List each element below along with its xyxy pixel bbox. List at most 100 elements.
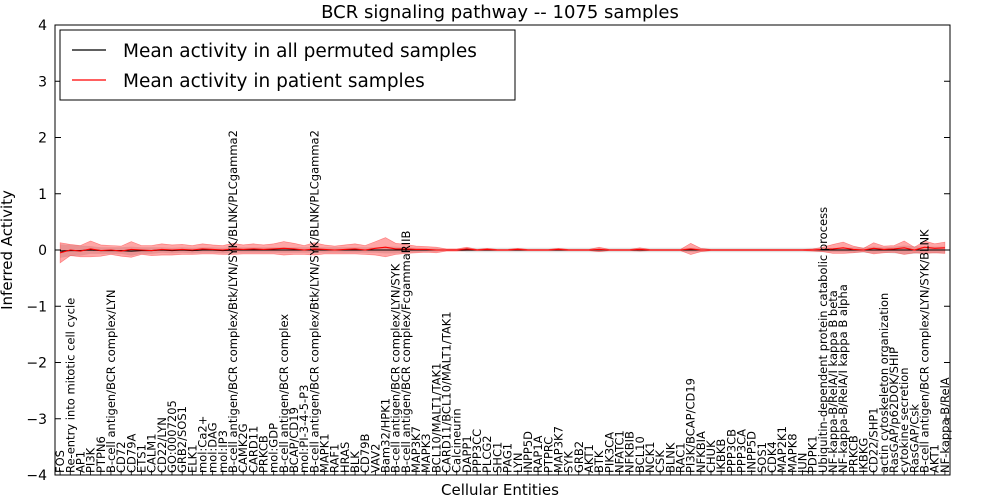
x-tick-label: CAMK2G <box>236 423 250 473</box>
x-tick-label: RAF1 <box>328 444 342 473</box>
x-tick-label: BCL10/MALT1/TAK1 <box>429 363 443 473</box>
x-tick-label: VAV2 <box>368 444 382 473</box>
x-tick-label: NFKBIA <box>694 431 708 473</box>
x-tick-label: mol:DAG <box>206 422 220 473</box>
chart-title: BCR signaling pathway -- 1075 samples <box>321 2 679 23</box>
x-tick-label: PPP3CB <box>724 429 738 473</box>
activity-lines <box>59 246 945 254</box>
x-tick-label: mol:IP3 <box>216 430 230 473</box>
x-tick-label: SHC1 <box>490 442 504 473</box>
x-tick-label: B-cell antigen/BCR complex/LYN/SYK <box>389 263 403 473</box>
x-tick-label: MAP2K1 <box>775 426 789 473</box>
legend-label-patient: Mean activity in patient samples <box>123 71 425 92</box>
x-tick-label: NFKBIB <box>623 431 637 473</box>
x-tick-label: RasGAP/p62DOK/SHIP <box>887 347 901 473</box>
legend: Mean activity in all permuted samples Me… <box>59 29 516 101</box>
x-tick-label: PLCG2 <box>480 435 494 473</box>
x-tick-label: CD22/LYN <box>155 417 169 473</box>
x-tick-label: RasGAP/Csk <box>907 404 921 473</box>
x-tick-label: mol:PI-3-4-5-P3 <box>297 385 311 473</box>
x-tick-label: JUN <box>796 453 810 474</box>
x-tick-label: CARD11/BCL10/MALT1/TAK1 <box>440 311 454 473</box>
y-tick-label: 0 <box>38 243 47 259</box>
y-tick-label: 1 <box>38 187 47 203</box>
x-tick-label: MAPK1 <box>318 433 332 473</box>
y-axis: −4 −3 −2 −1 0 1 2 3 4 <box>26 18 950 484</box>
y-tick-label: 3 <box>38 74 47 90</box>
x-tick-label: PDPK1 <box>806 435 820 473</box>
y-axis-label: Inferred Activity <box>0 190 16 310</box>
x-tick-label: MAPK3 <box>419 433 433 473</box>
x-tick-label: CARD11 <box>246 426 260 473</box>
x-tick-label: GRB2 <box>572 441 586 473</box>
x-tick-label: CD22/SHP1 <box>867 407 881 473</box>
x-tick-label: PTPRC <box>541 437 555 473</box>
x-tick-label: B-cell antigen/BCR complex/LYN/SYK/BLNK <box>918 229 932 473</box>
x-tick-label: B-cell antigen/BCR complex/Btk/LYN/SYK/B… <box>226 130 240 473</box>
x-tick-label: BLNK <box>663 442 677 473</box>
y-tick-label: 4 <box>38 18 47 34</box>
x-tick-label: FOS <box>53 450 67 473</box>
x-tick-label: GO:0007205 <box>165 400 179 473</box>
x-tick-label: Calcineurin <box>450 408 464 473</box>
x-tick-label: PPP3CA <box>735 429 749 473</box>
y-tick-label: −4 <box>26 468 47 484</box>
legend-box <box>59 29 516 101</box>
x-tick-label: B-cell antigen/BCR complex <box>277 314 291 473</box>
x-tick-label: SOS1 <box>755 442 769 473</box>
x-tick-label: AP1 <box>73 451 87 473</box>
x-tick-label: INPP5D <box>745 431 759 473</box>
x-tick-label: BCAP/CD19 <box>287 407 301 473</box>
x-tick-label: CDK4 <box>765 441 779 473</box>
x-tick-label: IKBKG <box>857 438 871 473</box>
x-tick-label: HRAS <box>338 442 352 473</box>
x-axis-label: Cellular Entities <box>441 481 559 499</box>
x-tick-label: ETS1 <box>134 444 148 473</box>
y-tick-label: −3 <box>26 412 47 428</box>
x-tick-label: AKT1 <box>582 444 596 473</box>
x-tick-label: CD79B <box>358 433 372 473</box>
x-tick-label: DAPP1 <box>460 435 474 473</box>
x-tick-label: mol:Ca2+ <box>196 416 210 473</box>
x-tick-label: NCK1 <box>643 442 657 474</box>
x-tick-label: IKBKB <box>714 439 728 473</box>
x-tick-label: MAPK8 <box>785 433 799 473</box>
x-tick-label: INPP5D <box>521 431 535 473</box>
x-tick-label: CHUK <box>704 440 718 473</box>
x-tick-label: CD79A <box>124 433 138 473</box>
x-tick-label: PRKCB <box>257 435 271 473</box>
x-tick-label: BLK <box>348 451 362 473</box>
x-tick-label: RAP1A <box>531 435 545 473</box>
x-tick-label: B-cell antigen/BCR complex/Btk/LYN/SYK/B… <box>307 130 321 473</box>
x-tick-label: Ubiquitin-dependent protein catabolic pr… <box>816 207 830 473</box>
x-tick-label: RAC1 <box>674 442 688 473</box>
x-tick-label: PI3K <box>84 447 98 473</box>
x-tick-label: MAP3K7 <box>409 426 423 473</box>
x-tick-label: Re-entry into mitotic cell cycle <box>63 298 77 473</box>
x-tick-label: PTPN6 <box>94 436 108 473</box>
x-tick-label: NF-kappa-B/RelA <box>938 377 952 473</box>
x-tick-label: PPP3CC <box>470 429 484 473</box>
x-tick-label: BTK <box>592 450 606 473</box>
band-permuted <box>60 244 945 258</box>
y-tick-label: −2 <box>26 356 47 372</box>
x-tick-label: CSK <box>653 450 667 473</box>
x-tick-label: SYK <box>562 451 576 473</box>
x-tick-label: NF-kappa-B/RelA/I kappa B alpha <box>836 284 850 473</box>
x-tick-label: PRKCB <box>846 435 860 473</box>
y-tick-label: 2 <box>38 131 47 147</box>
legend-label-permuted: Mean activity in all permuted samples <box>123 41 477 62</box>
x-tick-label: NFATC1 <box>613 430 627 473</box>
x-tick-label: B-cell antigen/BCR complex/FcgammaRIIB <box>399 230 413 473</box>
x-tick-label: GRB2/SOS1 <box>175 406 189 473</box>
x-tick-label: NF-kappa-B/RelA/I kappa B beta <box>826 290 840 473</box>
x-tick-label: cytokine secretion <box>897 367 911 473</box>
x-tick-label: AKT1 <box>928 444 942 473</box>
x-tick-label: CALM1 <box>145 433 159 473</box>
x-tick-label: PAG1 <box>501 443 515 473</box>
x-tick-label: MAP3K7 <box>551 426 565 473</box>
y-tick-label: −1 <box>26 299 47 315</box>
x-tick-label: BCL10 <box>633 436 647 473</box>
